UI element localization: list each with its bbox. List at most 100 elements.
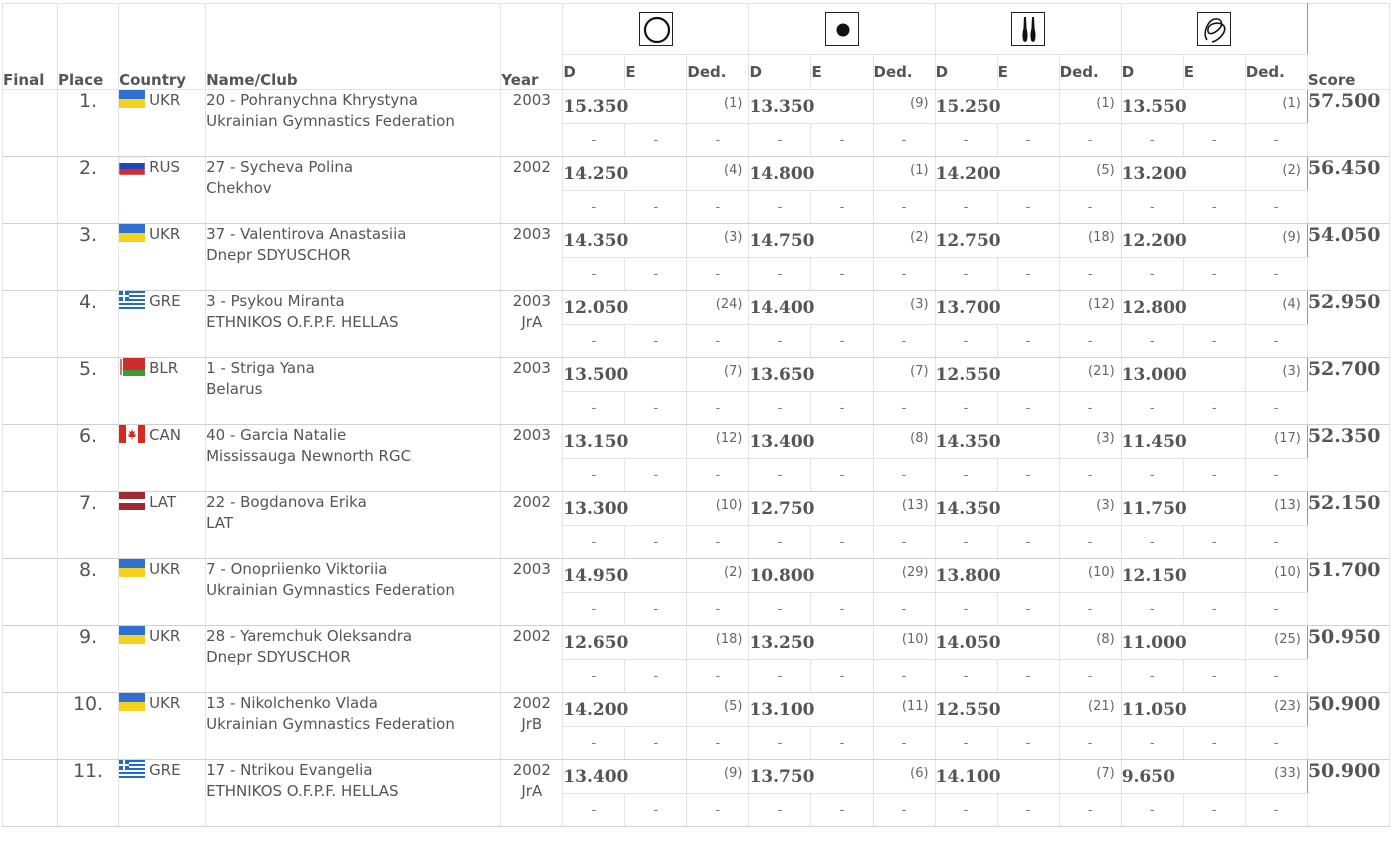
apparatus-score-value: 13.300: [563, 498, 629, 519]
detail-value: -: [1244, 726, 1308, 760]
total-score: 57.500: [1307, 90, 1381, 112]
detail-value: -: [624, 324, 688, 358]
apparatus-score-value: 14.950: [563, 565, 629, 586]
place-value: 10.: [72, 693, 104, 715]
apparatus-rank: (5): [724, 699, 743, 714]
country-code: CAN: [149, 426, 182, 444]
detail-value: -: [872, 458, 936, 492]
country-code: LAT: [149, 493, 177, 511]
apparatus-rank-cell: (13): [872, 491, 936, 526]
apparatus-rank-cell: (18): [686, 625, 750, 660]
apparatus-score: 13.650: [748, 357, 874, 392]
apparatus-score-value: 9.650: [1121, 766, 1175, 787]
detail-value: -: [1182, 190, 1246, 224]
year-cell: 2002 JrA: [500, 759, 564, 827]
apparatus-rank-cell: (2): [872, 223, 936, 258]
detail-value: -: [748, 324, 812, 358]
gymnast-name[interactable]: 1 - Striga Yana: [206, 359, 315, 377]
apparatus-rank-cell: (13): [1244, 491, 1308, 526]
apparatus-score-value: 14.350: [935, 431, 1001, 452]
apparatus-score: 13.200: [1120, 156, 1246, 191]
detail-value: -: [686, 458, 750, 492]
detail-value: -: [1244, 458, 1308, 492]
place-value: 6.: [78, 425, 98, 447]
detail-value: -: [810, 592, 874, 626]
detail-value: -: [748, 123, 812, 157]
detail-value: -: [1058, 257, 1122, 291]
detail-value: -: [1244, 525, 1308, 559]
detail-value: -: [624, 123, 688, 157]
apparatus-score: 14.400: [748, 290, 874, 325]
apparatus-rank: (9): [1282, 230, 1301, 245]
header-score[interactable]: Score: [1306, 3, 1391, 90]
detail-value: -: [562, 324, 626, 358]
gymnast-name[interactable]: 13 - Nikolchenko Vlada: [206, 694, 378, 712]
birth-year: 2002: [512, 761, 551, 779]
gymnast-name[interactable]: 17 - Ntrikou Evangelia: [206, 761, 373, 779]
header-country[interactable]: Country: [118, 3, 207, 90]
gymnast-name[interactable]: 7 - Onopriienko Viktoriia: [206, 560, 388, 578]
year-category: JrA: [521, 782, 543, 800]
total-score-cell: 52.150: [1306, 491, 1391, 559]
detail-value: -: [810, 391, 874, 425]
detail-value: -: [686, 592, 750, 626]
apparatus-rank-cell: (3): [872, 290, 936, 325]
apparatus-rank-cell: (8): [1058, 625, 1122, 660]
header-final[interactable]: Final: [1, 3, 59, 90]
detail-value: -: [872, 190, 936, 224]
name-club-cell: 37 - Valentirova Anastasiia Dnepr SDYUSCH…: [205, 223, 502, 291]
gymnast-name[interactable]: 28 - Yaremchuk Oleksandra: [206, 627, 413, 645]
place-value: 8.: [78, 559, 98, 581]
detail-value: -: [748, 592, 812, 626]
gymnast-name[interactable]: 27 - Sycheva Polina: [206, 158, 354, 176]
gymnast-name[interactable]: 20 - Pohranychna Khrystyna: [206, 91, 418, 109]
final-cell: [1, 759, 59, 827]
detail-value: -: [872, 592, 936, 626]
total-score: 52.700: [1307, 358, 1381, 380]
header-year[interactable]: Year: [500, 3, 564, 90]
apparatus-rank: (4): [1282, 297, 1301, 312]
detail-value: -: [686, 659, 750, 693]
detail-value: -: [934, 458, 998, 492]
detail-value: -: [1182, 659, 1246, 693]
detail-value: -: [1182, 592, 1246, 626]
apparatus-score-value: 11.450: [1121, 431, 1187, 452]
gymnast-name[interactable]: 22 - Bogdanova Erika: [206, 493, 367, 511]
apparatus-score: 14.100: [934, 759, 1060, 794]
apparatus-score-value: 14.400: [749, 297, 815, 318]
gymnast-name[interactable]: 3 - Psykou Miranta: [206, 292, 345, 310]
ukraine-flag-icon: [119, 224, 146, 242]
apparatus-score: 15.350: [562, 89, 688, 124]
detail-value: -: [872, 793, 936, 827]
club-name: Ukrainian Gymnastics Federation: [206, 715, 455, 733]
subheader-ded: Ded.: [1244, 54, 1308, 90]
table-row-detail: ------------: [3, 659, 1390, 693]
apparatus-score: 12.200: [1120, 223, 1246, 258]
apparatus-rank-cell: (11): [872, 692, 936, 727]
detail-value: -: [1244, 793, 1308, 827]
apparatus-rank-cell: (7): [686, 357, 750, 392]
detail-value: -: [686, 190, 750, 224]
detail-value: -: [686, 391, 750, 425]
gymnast-name[interactable]: 37 - Valentirova Anastasiia: [206, 225, 407, 243]
apparatus-score-value: 11.750: [1121, 498, 1187, 519]
header-place[interactable]: Place: [57, 3, 120, 90]
gymnast-name[interactable]: 40 - Garcia Natalie: [206, 426, 347, 444]
country-code: BLR: [149, 359, 179, 377]
apparatus-score: 11.450: [1120, 424, 1246, 459]
apparatus-score: 14.050: [934, 625, 1060, 660]
birth-year: 2003: [512, 225, 551, 243]
detail-value: -: [934, 726, 998, 760]
apparatus-rank: (3): [724, 230, 743, 245]
place-cell: 7.: [57, 491, 120, 559]
detail-value: -: [624, 659, 688, 693]
apparatus-score-value: 13.000: [1121, 364, 1187, 385]
detail-value: -: [996, 659, 1060, 693]
detail-value: -: [624, 257, 688, 291]
detail-value: -: [1058, 391, 1122, 425]
year-cell: 2003: [500, 424, 564, 492]
header-name-club[interactable]: Name/Club: [205, 3, 502, 90]
apparatus-rank: (9): [910, 96, 929, 111]
place-cell: 8.: [57, 558, 120, 626]
apparatus-rank: (10): [1088, 565, 1115, 580]
